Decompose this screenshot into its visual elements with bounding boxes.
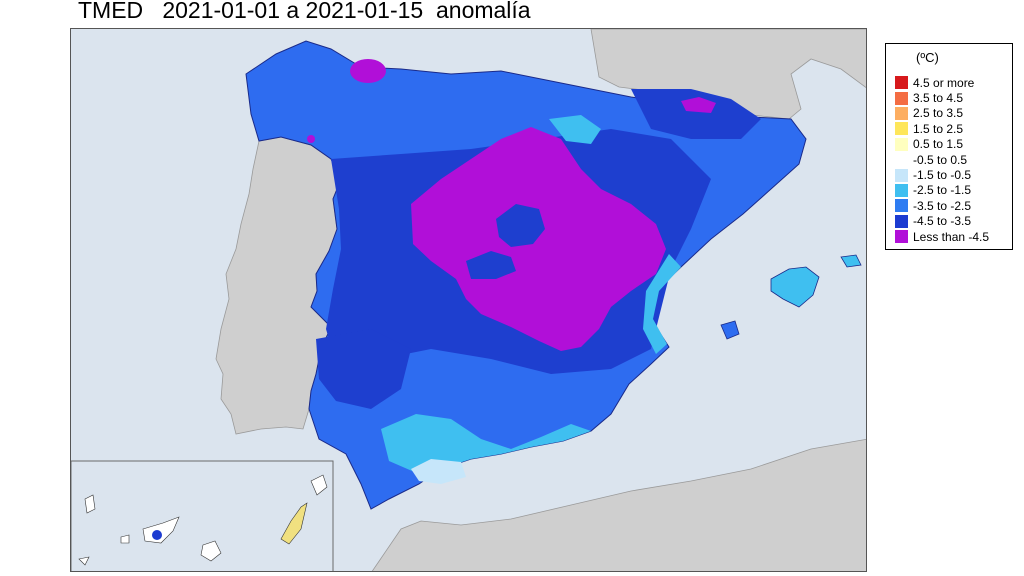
anomaly-zone-lightblue-southwest [411, 459, 466, 484]
legend-swatch [895, 106, 908, 120]
anomaly-zone-cyan-south [381, 414, 591, 474]
legend-swatch [895, 153, 908, 167]
legend-label: -4.5 to -3.5 [913, 214, 972, 229]
canary-gran-canaria [200, 540, 222, 562]
canary-tenerife [142, 516, 180, 544]
anomaly-spot-small [307, 135, 315, 143]
ibiza-island [720, 320, 740, 340]
legend-item: 1.5 to 2.5 [895, 121, 989, 136]
legend-swatch [895, 76, 908, 90]
menorca-island [840, 254, 862, 268]
anomaly-zone-cyan-east [643, 254, 681, 354]
legend-item: -2.5 to -1.5 [895, 183, 989, 198]
legend-title: (ºC) [916, 50, 939, 65]
mallorca-island [770, 266, 820, 308]
anomaly-spot-galicia [350, 59, 386, 83]
legend-item: -1.5 to -0.5 [895, 167, 989, 182]
legend-swatch [895, 230, 908, 244]
legend-label: -2.5 to -1.5 [913, 183, 972, 198]
legend-item: 3.5 to 4.5 [895, 90, 989, 105]
legend-label: 1.5 to 2.5 [913, 121, 964, 136]
anomaly-map [71, 29, 866, 571]
legend-label: 4.5 or more [913, 75, 975, 90]
legend-swatch [895, 183, 908, 197]
anomaly-zone-dark-blue-north [631, 89, 761, 139]
canary-tenerife-anomaly [152, 530, 162, 540]
legend-swatch [895, 137, 908, 151]
legend-label: 2.5 to 3.5 [913, 106, 964, 121]
legend-label: Less than -4.5 [913, 229, 990, 244]
legend-item: 4.5 or more [895, 75, 989, 90]
legend-item: Less than -4.5 [895, 229, 989, 244]
anomaly-hole-band [466, 251, 516, 279]
anomaly-zone-purple-center [411, 127, 666, 351]
canary-el-hierro [78, 556, 90, 566]
canary-lanzarote [310, 474, 328, 496]
map-title: TMED 2021-01-01 a 2021-01-15 anomalía [78, 0, 531, 23]
canary-la-palma [84, 494, 96, 514]
legend-label: -1.5 to -0.5 [913, 168, 972, 183]
legend-label: 3.5 to 4.5 [913, 91, 964, 106]
anomaly-zone-dark-blue-west [316, 329, 411, 409]
canary-fuerteventura [280, 502, 308, 545]
legend-list: 4.5 or more 3.5 to 4.5 2.5 to 3.5 1.5 to 2.… [895, 75, 989, 244]
legend-swatch [895, 214, 908, 228]
legend: (ºC) 4.5 or more 3.5 to 4.5 2.5 to 3.5 1.5 … [885, 43, 1013, 250]
anomaly-zone-cyan-northeast [549, 115, 601, 144]
africa-landmass [371, 438, 866, 571]
anomaly-spot-pyrenees [681, 97, 716, 113]
canary-la-gomera [120, 534, 130, 544]
map-panel [70, 28, 867, 572]
legend-label: -3.5 to -2.5 [913, 198, 972, 213]
legend-item: -3.5 to -2.5 [895, 198, 989, 213]
legend-swatch [895, 122, 908, 136]
legend-swatch [895, 91, 908, 105]
legend-item: -4.5 to -3.5 [895, 214, 989, 229]
legend-label: -0.5 to 0.5 [913, 152, 968, 167]
legend-swatch [895, 199, 908, 213]
anomaly-hole-center [496, 204, 545, 247]
legend-item: 0.5 to 1.5 [895, 137, 989, 152]
legend-label: 0.5 to 1.5 [913, 137, 964, 152]
legend-item: 2.5 to 3.5 [895, 106, 989, 121]
legend-swatch [895, 168, 908, 182]
legend-item: -0.5 to 0.5 [895, 152, 989, 167]
